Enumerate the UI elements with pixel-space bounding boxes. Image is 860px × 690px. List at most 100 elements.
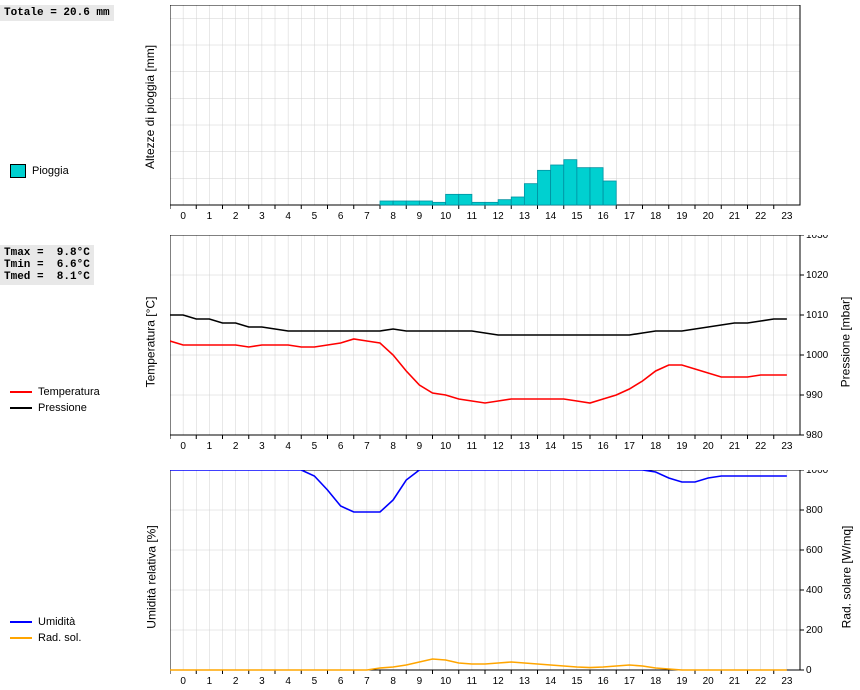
svg-text:5: 5 [312, 441, 318, 452]
svg-text:7: 7 [364, 676, 370, 687]
legend-press-label: Pressione [38, 402, 87, 414]
svg-text:1000: 1000 [806, 470, 829, 476]
svg-text:13: 13 [519, 676, 531, 687]
svg-text:1020: 1020 [806, 270, 829, 281]
svg-text:14: 14 [545, 441, 557, 452]
press-line-icon [10, 407, 32, 409]
svg-text:600: 600 [806, 545, 823, 556]
chart1-ylabel: Altezze di pioggia [mm] [143, 45, 157, 169]
svg-text:1030: 1030 [806, 235, 829, 241]
svg-text:6: 6 [338, 676, 344, 687]
legend-rain: Pioggia [10, 164, 69, 178]
svg-text:17: 17 [624, 211, 636, 222]
legend-press: Pressione [10, 402, 87, 414]
svg-text:4: 4 [285, 441, 291, 452]
svg-text:14: 14 [545, 676, 557, 687]
svg-text:3: 3 [259, 441, 265, 452]
svg-text:20: 20 [703, 676, 715, 687]
chart2-ylabel-left: Temperatura [°C] [143, 297, 157, 388]
svg-text:22: 22 [755, 676, 767, 687]
svg-text:15: 15 [571, 676, 583, 687]
svg-text:4: 4 [285, 211, 291, 222]
svg-text:980: 980 [806, 430, 823, 441]
svg-text:21: 21 [729, 441, 741, 452]
temp-line-icon [10, 391, 32, 393]
svg-text:19: 19 [676, 441, 688, 452]
legend-rad: Rad. sol. [10, 632, 81, 644]
svg-text:15: 15 [571, 211, 583, 222]
temp-press-chart: 0123456789101112131415161718192021222357… [170, 235, 860, 455]
svg-text:13: 13 [519, 211, 531, 222]
svg-text:400: 400 [806, 585, 823, 596]
svg-text:17: 17 [624, 676, 636, 687]
svg-text:11: 11 [467, 441, 478, 452]
hum-rad-chart: 0123456789101112131415161718192021222302… [170, 470, 860, 690]
svg-text:2: 2 [233, 441, 239, 452]
temp-stats-box: Tmax = 9.8°C Tmin = 6.6°C Tmed = 8.1°C [0, 245, 94, 285]
svg-text:22: 22 [755, 441, 767, 452]
svg-text:10: 10 [440, 676, 452, 687]
svg-text:7: 7 [364, 211, 370, 222]
svg-text:19: 19 [676, 211, 688, 222]
svg-text:8: 8 [390, 211, 396, 222]
svg-text:21: 21 [729, 676, 741, 687]
svg-text:5: 5 [312, 676, 318, 687]
svg-text:21: 21 [729, 211, 741, 222]
svg-text:1: 1 [207, 676, 213, 687]
svg-text:23: 23 [781, 211, 793, 222]
svg-text:10: 10 [440, 211, 452, 222]
svg-text:22: 22 [755, 211, 767, 222]
svg-text:8: 8 [390, 676, 396, 687]
svg-text:12: 12 [493, 676, 505, 687]
svg-text:12: 12 [493, 441, 505, 452]
svg-text:18: 18 [650, 676, 662, 687]
svg-text:14: 14 [545, 211, 557, 222]
svg-text:18: 18 [650, 211, 662, 222]
svg-text:0: 0 [180, 676, 186, 687]
svg-text:15: 15 [571, 441, 583, 452]
svg-text:4: 4 [285, 676, 291, 687]
svg-text:18: 18 [650, 441, 662, 452]
svg-text:990: 990 [806, 390, 823, 401]
svg-text:23: 23 [781, 676, 793, 687]
svg-text:16: 16 [598, 211, 610, 222]
legend-hum: Umidità [10, 616, 75, 628]
rain-total-box: Totale = 20.6 mm [0, 5, 114, 21]
svg-text:0: 0 [806, 665, 812, 676]
svg-text:12: 12 [493, 211, 505, 222]
legend-hum-label: Umidità [38, 616, 75, 628]
svg-text:3: 3 [259, 211, 265, 222]
svg-text:9: 9 [417, 676, 423, 687]
svg-text:20: 20 [703, 211, 715, 222]
svg-text:7: 7 [364, 441, 370, 452]
svg-text:2: 2 [233, 676, 239, 687]
svg-text:0: 0 [180, 441, 186, 452]
svg-text:1: 1 [207, 211, 213, 222]
legend-rain-label: Pioggia [32, 165, 69, 177]
svg-text:3: 3 [259, 676, 265, 687]
svg-text:11: 11 [467, 676, 478, 687]
svg-text:1010: 1010 [806, 310, 829, 321]
svg-text:16: 16 [598, 676, 610, 687]
svg-text:16: 16 [598, 441, 610, 452]
rad-line-icon [10, 637, 32, 639]
page-container: Totale = 20.6 mm Pioggia Tmax = 9.8°C Tm… [0, 0, 860, 690]
svg-text:1000: 1000 [806, 350, 829, 361]
svg-text:2: 2 [233, 211, 239, 222]
svg-text:19: 19 [676, 676, 688, 687]
svg-text:1: 1 [207, 441, 213, 452]
hum-line-icon [10, 621, 32, 623]
chart3-ylabel-left: Umidità relativa [%] [145, 525, 159, 628]
svg-text:9: 9 [417, 441, 423, 452]
legend-temp-label: Temperatura [38, 386, 100, 398]
svg-text:5: 5 [312, 211, 318, 222]
svg-text:0: 0 [180, 211, 186, 222]
legend-rad-label: Rad. sol. [38, 632, 81, 644]
svg-text:6: 6 [338, 211, 344, 222]
svg-text:9: 9 [417, 211, 423, 222]
rain-chart: 0123456789101112131415161718192021222302… [170, 5, 830, 225]
svg-text:8: 8 [390, 441, 396, 452]
svg-text:10: 10 [440, 441, 452, 452]
svg-text:17: 17 [624, 441, 636, 452]
svg-text:6: 6 [338, 441, 344, 452]
